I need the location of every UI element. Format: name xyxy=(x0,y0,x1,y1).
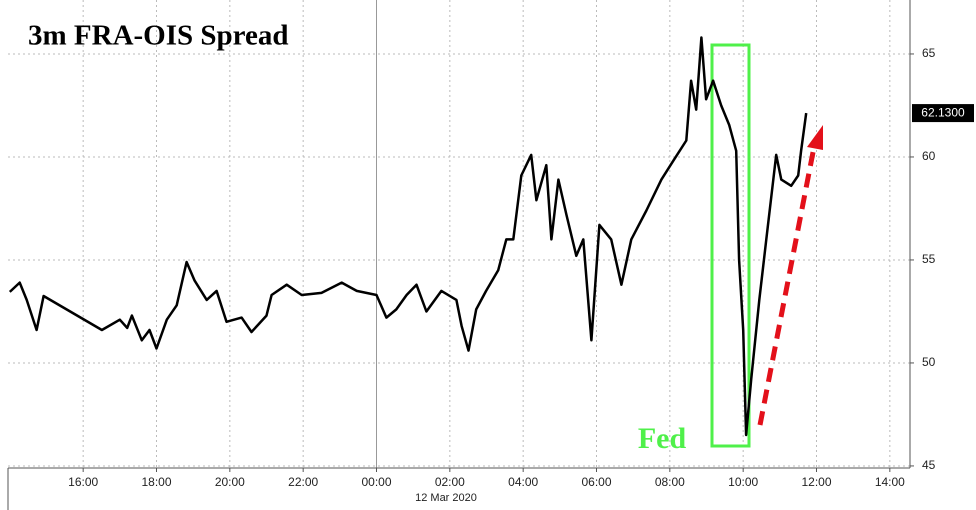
last-value-label: 62.1300 xyxy=(921,105,965,119)
x-tick-label: 10:00 xyxy=(728,475,758,489)
x-tick-label: 20:00 xyxy=(215,475,245,489)
y-tick-label: 45 xyxy=(922,458,936,472)
x-tick-label: 08:00 xyxy=(655,475,685,489)
x-tick-label: 04:00 xyxy=(508,475,538,489)
line xyxy=(8,36,808,437)
annotation: Fed xyxy=(638,422,687,455)
fed-highlight-box xyxy=(710,43,751,448)
x-tick-label: 22:00 xyxy=(288,475,318,489)
x-tick-label: 06:00 xyxy=(581,475,611,489)
y-tick-label: 50 xyxy=(922,355,936,369)
x-tick-label: 14:00 xyxy=(875,475,905,489)
x-tick-label: 02:00 xyxy=(435,475,465,489)
last-value-box xyxy=(912,104,974,123)
arrow-shaft xyxy=(757,141,818,426)
x-tick-label: 00:00 xyxy=(361,475,391,489)
date-label: 12 Mar 2020 xyxy=(415,492,477,504)
x-tick-label: 12:00 xyxy=(801,475,831,489)
y-tick-label: 60 xyxy=(922,149,936,163)
y-tick-label: 55 xyxy=(922,252,936,266)
x-tick-label: 18:00 xyxy=(141,475,171,489)
chart-title: 3m FRA-OIS Spread xyxy=(28,20,289,52)
plot-area xyxy=(8,36,808,437)
x-tick-label: 16:00 xyxy=(68,475,98,489)
arrow-head xyxy=(807,125,823,150)
grid xyxy=(8,0,910,468)
y-tick-label: 65 xyxy=(922,46,936,60)
